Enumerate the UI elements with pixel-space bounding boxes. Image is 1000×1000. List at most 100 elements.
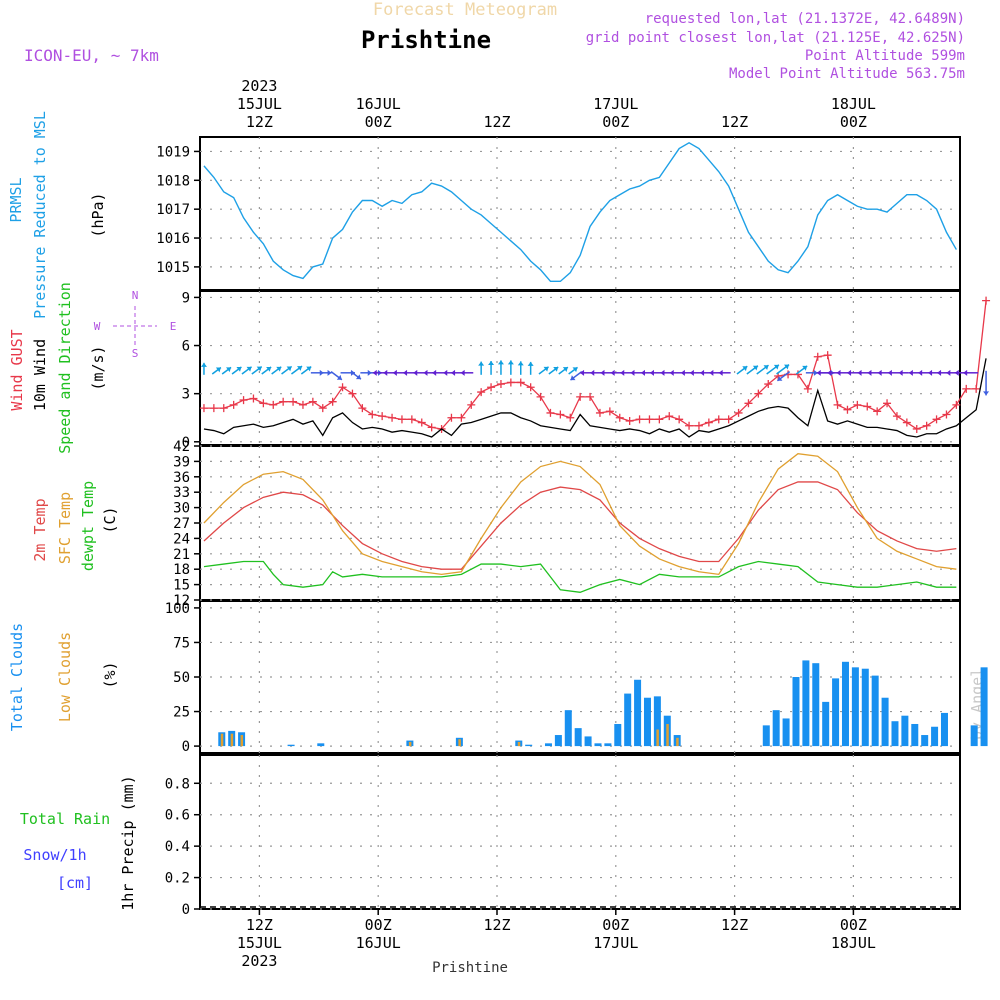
wind-arrowhead <box>328 370 332 376</box>
gust-point <box>200 404 208 412</box>
wind-arrowhead <box>423 370 427 376</box>
series-gust <box>204 301 986 429</box>
compass-south: S <box>132 347 139 360</box>
gust-point <box>863 403 871 411</box>
total-cloud-bar <box>971 725 978 746</box>
ytick-label: 0.6 <box>165 808 190 824</box>
compass-east: E <box>170 320 177 333</box>
bottom-time-label: 00Z <box>840 916 867 934</box>
gust-point <box>982 297 990 305</box>
gust-point <box>279 398 287 406</box>
total-cloud-bar <box>624 694 631 747</box>
gust-point <box>319 404 327 412</box>
bottom-time-label: 15JUL <box>237 934 282 952</box>
ylabel-precip: 1hr Precip (mm) <box>119 775 137 910</box>
total-cloud-bar <box>921 735 928 746</box>
total-cloud-bar <box>911 724 918 746</box>
ytick-label: 36 <box>173 470 190 486</box>
chart-marks <box>200 143 990 907</box>
total-cloud-bar <box>763 725 770 746</box>
gust-point <box>408 415 416 423</box>
bottom-time-label: 16JUL <box>356 934 401 952</box>
gust-point <box>368 411 376 419</box>
gust-point <box>913 425 921 433</box>
low-cloud-bar <box>458 739 461 746</box>
wind-arrowhead <box>403 370 407 376</box>
panel-frame-precip <box>200 755 960 909</box>
ytick-label: 0.2 <box>165 871 190 887</box>
wind-arrowhead <box>847 370 851 376</box>
ytick-label: 0.4 <box>165 839 190 855</box>
gust-point <box>220 404 228 412</box>
gust-point <box>725 415 733 423</box>
gust-point <box>249 394 257 402</box>
gust-point <box>665 412 673 420</box>
total-cloud-bar <box>872 676 879 746</box>
total-cloud-bar <box>842 662 849 746</box>
ylabel-total-clouds: Total Clouds <box>8 623 26 731</box>
gust-point <box>329 398 337 406</box>
gust-point <box>210 404 218 412</box>
ylabel-dewpt: dewpt Temp <box>79 481 97 571</box>
wind-arrowhead <box>580 370 584 376</box>
bottom-time-label: 00Z <box>365 916 392 934</box>
ytick-label: 24 <box>173 531 190 547</box>
ylabel-ms: (m/s) <box>89 345 107 390</box>
total-cloud-bar <box>317 743 324 746</box>
ylabel-speed-direction: Speed and Direction <box>56 282 74 454</box>
ytick-label: 1016 <box>156 231 190 247</box>
gust-point <box>636 415 644 423</box>
total-cloud-bar <box>644 698 651 746</box>
meteogram: Forecast Meteogram Prishtine ICON-EU, ~ … <box>0 0 1000 1000</box>
low-cloud-bar <box>666 724 669 746</box>
gust-point <box>289 398 297 406</box>
wind-arrowhead <box>498 360 504 364</box>
gust-point <box>497 380 505 388</box>
series-10m-wind <box>204 358 986 437</box>
total-cloud-bar <box>931 727 938 746</box>
gust-point <box>645 415 653 423</box>
gust-point <box>358 404 366 412</box>
wind-arrowhead <box>928 370 932 376</box>
total-cloud-bar <box>901 716 908 746</box>
wind-arrowhead <box>918 370 922 376</box>
wind-arrowhead <box>600 370 604 376</box>
wind-arrowhead <box>867 370 871 376</box>
total-cloud-bar <box>614 724 621 746</box>
wind-arrowhead <box>432 370 436 376</box>
gust-point <box>655 415 663 423</box>
gust-point <box>348 390 356 398</box>
bottom-time-label: 00Z <box>602 916 629 934</box>
total-cloud-bar <box>792 677 799 746</box>
gust-point <box>626 417 634 425</box>
low-cloud-bar <box>518 742 521 746</box>
wind-arrowhead <box>461 370 465 376</box>
top-time-label: 16JUL <box>356 95 401 113</box>
wind-arrowhead <box>630 370 634 376</box>
gust-point <box>903 419 911 427</box>
ytick-label: 33 <box>173 485 190 501</box>
bottom-time-label: 12Z <box>721 916 748 934</box>
low-cloud-bar <box>656 730 659 747</box>
series-prmsl <box>204 143 956 282</box>
bottom-time-label: 12Z <box>483 916 510 934</box>
gust-point <box>487 383 495 391</box>
total-cloud-bar <box>594 743 601 746</box>
forecast-title: Forecast Meteogram <box>373 0 557 20</box>
ytick-label: 1019 <box>156 144 190 160</box>
gust-point <box>517 378 525 386</box>
total-cloud-bar <box>941 713 948 746</box>
gust-point <box>596 409 604 417</box>
series-sfc-temp <box>204 454 956 575</box>
wind-arrowhead <box>937 370 941 376</box>
ytick-label: 0 <box>182 902 190 918</box>
ylabel-2m-temp: 2m Temp <box>31 498 49 561</box>
wind-arrowhead <box>201 363 207 367</box>
legend-total-rain: Total Rain <box>20 810 110 828</box>
gust-point <box>962 385 970 393</box>
ytick-label: 25 <box>173 705 190 721</box>
total-cloud-bar <box>802 660 809 746</box>
gust-point <box>576 393 584 401</box>
ytick-label: 27 <box>173 516 190 532</box>
gust-point <box>507 378 515 386</box>
